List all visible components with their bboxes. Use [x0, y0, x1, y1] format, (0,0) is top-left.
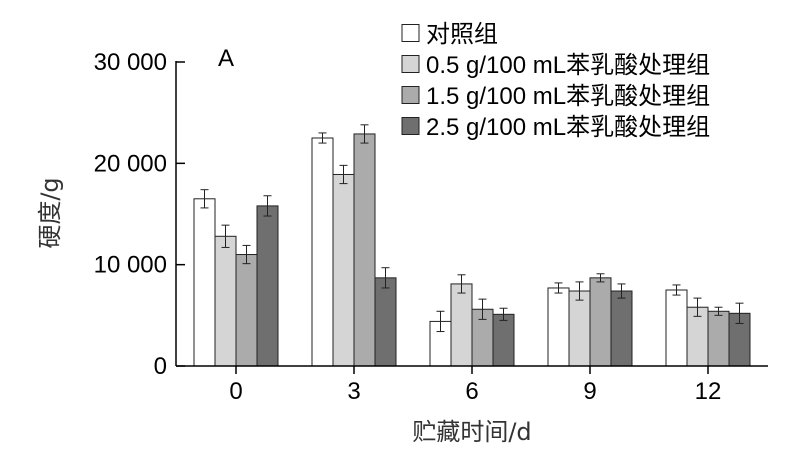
y-tick-label: 30 000 [94, 49, 167, 76]
y-tick-label: 10 000 [94, 252, 167, 279]
legend-swatch [401, 24, 420, 42]
bar-s3-12 [707, 310, 730, 367]
error-bar [318, 132, 327, 144]
error-bar [457, 274, 466, 294]
error-bar [478, 298, 487, 320]
bar-s2-6 [450, 283, 473, 367]
legend-label: 0.5 g/100 mL苯乳酸处理组 [426, 52, 710, 79]
legend-label: 1.5 g/100 mL苯乳酸处理组 [426, 83, 710, 110]
plot-area [193, 124, 751, 367]
error-bar [575, 281, 584, 301]
bar-s1-3 [311, 137, 334, 367]
bar-s4-9 [610, 290, 633, 367]
legend-label: 2.5 g/100 mL苯乳酸处理组 [426, 114, 710, 141]
bar-s3-3 [353, 133, 376, 367]
x-tick-label: 3 [347, 378, 360, 405]
bar-s3-0 [235, 254, 258, 367]
bar-s4-6 [492, 313, 515, 367]
bar-s2-9 [568, 290, 591, 367]
error-bar [617, 283, 626, 299]
legend-swatch [401, 117, 420, 135]
legend-item: 2.5 g/100 mL苯乳酸处理组 [401, 114, 710, 141]
error-bar [381, 267, 390, 289]
bar-s4-3 [374, 277, 397, 367]
error-bar [360, 124, 369, 144]
error-bar [436, 310, 445, 333]
error-bar [263, 195, 272, 217]
bar-s4-0 [256, 205, 279, 367]
bar-s1-0 [193, 198, 216, 367]
legend-label: 对照组 [426, 21, 498, 48]
error-bar [242, 244, 251, 265]
y-axis-title: 硬度/g [36, 177, 64, 248]
error-bar [221, 224, 230, 248]
legend-swatch [401, 86, 420, 104]
error-bar [672, 284, 681, 296]
bar-s2-3 [332, 173, 355, 367]
error-bar [200, 189, 209, 209]
x-tick-label: 0 [229, 378, 242, 405]
x-tick-label: 6 [465, 378, 478, 405]
y-axis-ticks: 0 10 000 20 000 30 000 [94, 49, 185, 380]
error-bar [339, 164, 348, 185]
bar-s1-12 [665, 289, 688, 367]
y-tick-label: 0 [154, 353, 167, 380]
legend: 对照组 0.5 g/100 mL苯乳酸处理组 1.5 g/100 mL苯乳酸处理组 2… [401, 21, 710, 141]
legend-item: 对照组 [401, 21, 498, 48]
panel-label: A [218, 45, 234, 72]
error-bar [735, 302, 744, 324]
legend-item: 0.5 g/100 mL苯乳酸处理组 [401, 52, 710, 79]
bar-s1-9 [547, 287, 570, 367]
error-bar [693, 297, 702, 317]
error-bar [499, 307, 508, 321]
y-tick-label: 20 000 [94, 150, 167, 177]
x-axis-ticks: 0 3 6 9 12 [229, 366, 721, 405]
x-tick-label: 9 [583, 378, 596, 405]
bar-s3-9 [589, 277, 612, 367]
x-tick-label: 12 [695, 378, 722, 405]
x-axis-title: 贮藏时间/d [412, 418, 531, 446]
legend-swatch [401, 55, 420, 73]
error-bar [596, 273, 605, 283]
error-bar [714, 306, 723, 316]
bar-s2-0 [214, 235, 237, 367]
legend-item: 1.5 g/100 mL苯乳酸处理组 [401, 83, 710, 110]
error-bar [554, 282, 563, 294]
